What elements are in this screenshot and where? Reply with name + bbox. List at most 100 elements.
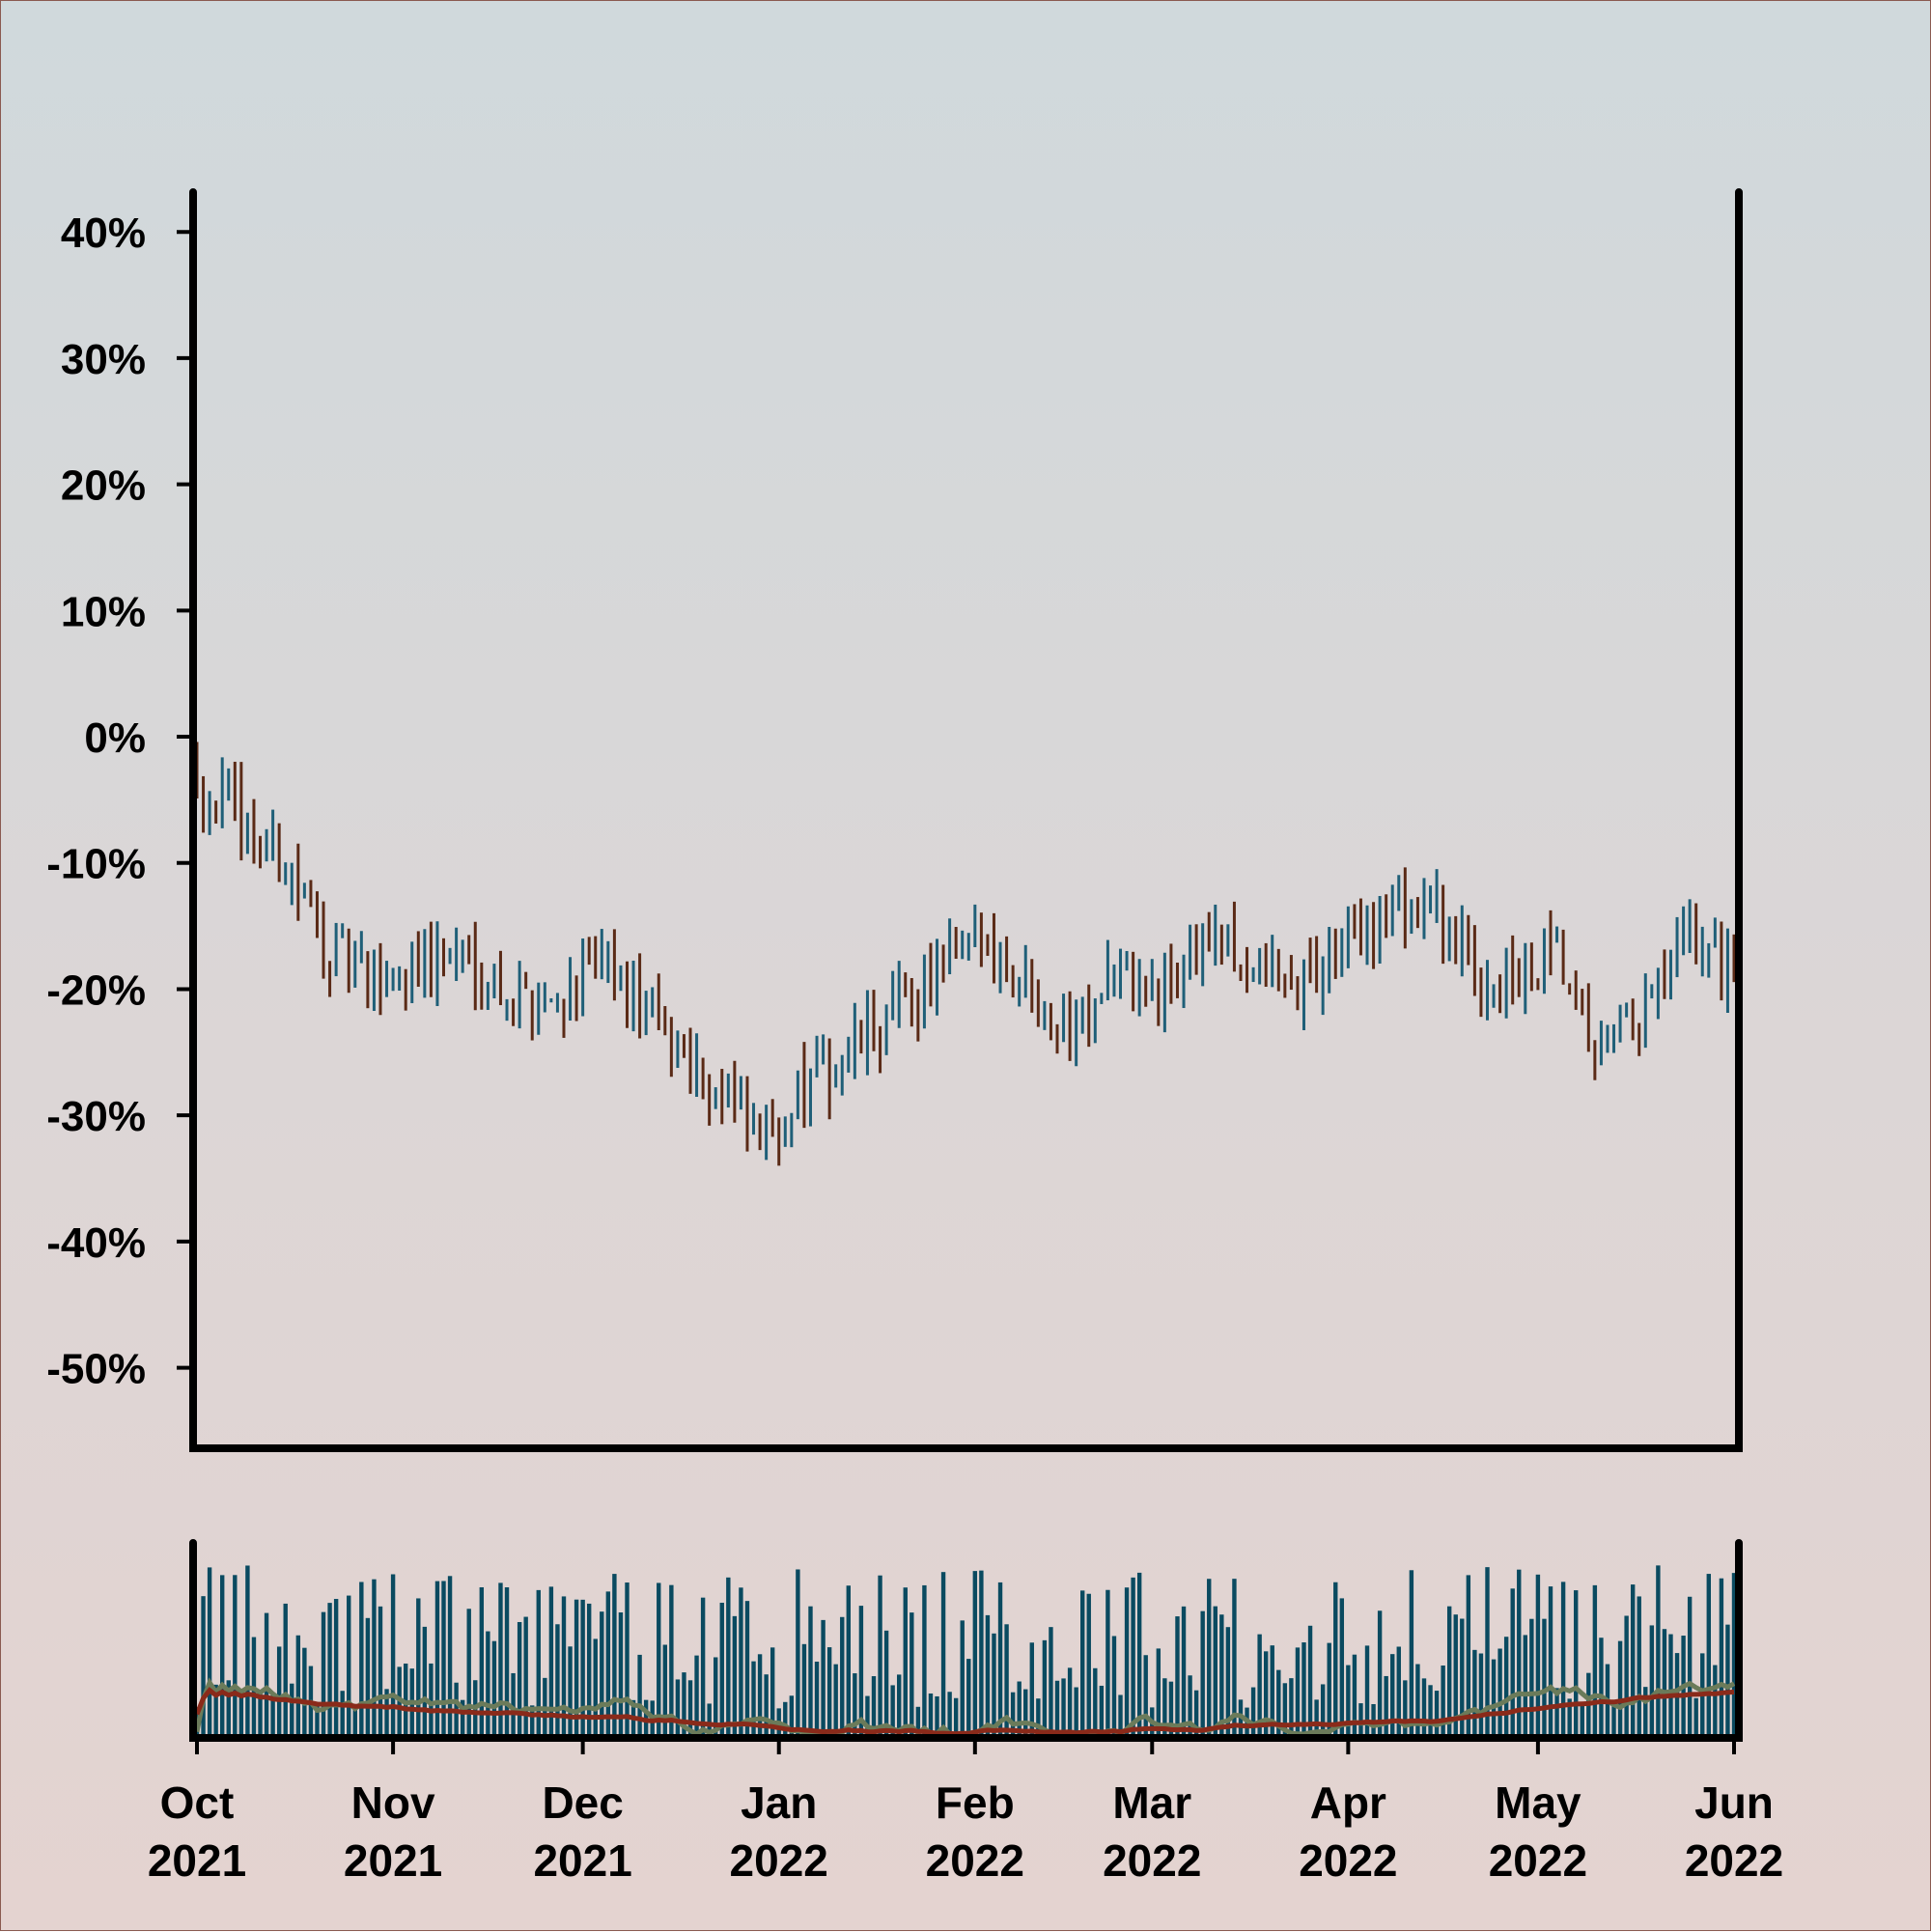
x-tick-year: 2022 [1489, 1835, 1587, 1886]
volume-bar [1188, 1675, 1192, 1734]
y-tick-label: 10% [61, 588, 146, 635]
volume-bar [897, 1674, 902, 1734]
volume-bar [992, 1633, 996, 1734]
volume-bar [1301, 1642, 1306, 1734]
x-tick-month: Jan [741, 1778, 817, 1828]
volume-bar [1396, 1646, 1401, 1734]
volume-bar [600, 1611, 604, 1734]
volume-bar [979, 1570, 984, 1734]
x-tick-year: 2022 [926, 1835, 1024, 1886]
y-tick-label: -30% [46, 1093, 146, 1140]
volume-bar [744, 1601, 750, 1734]
volume-bar [883, 1630, 889, 1734]
volume-bar [1371, 1703, 1376, 1734]
volume-bar [1485, 1567, 1490, 1734]
volume-bar [201, 1596, 206, 1734]
volume-bar [1156, 1648, 1161, 1734]
volume-bar [985, 1614, 991, 1734]
volume-bar [365, 1617, 371, 1734]
volume-bar [618, 1612, 624, 1734]
volume-bar [1049, 1627, 1053, 1734]
volume-bar [1649, 1625, 1655, 1734]
volume-bar [1232, 1579, 1237, 1734]
volume-bar [1517, 1569, 1522, 1734]
x-tick-year: 2021 [344, 1835, 442, 1886]
volume-bar [1630, 1584, 1636, 1734]
volume-bar [625, 1582, 630, 1734]
x-tick-month: Oct [160, 1778, 235, 1828]
volume-bar [1074, 1687, 1078, 1734]
x-tick-year: 2022 [1299, 1835, 1397, 1886]
volume-bar [1390, 1654, 1395, 1734]
volume-bar [1409, 1570, 1414, 1734]
volume-bar [890, 1685, 895, 1734]
volume-bar [504, 1587, 510, 1734]
volume-panel-frame [189, 1539, 1743, 1742]
volume-bar [1352, 1654, 1357, 1734]
volume-bar [498, 1582, 503, 1734]
volume-bar [1668, 1634, 1673, 1734]
x-tick-month: Mar [1112, 1778, 1191, 1828]
volume-bar [657, 1582, 661, 1734]
volume-bar [447, 1576, 453, 1734]
volume-bar [928, 1693, 934, 1734]
volume-bar [1118, 1694, 1123, 1734]
volume-bar [340, 1691, 345, 1734]
volume-bar [878, 1575, 882, 1734]
volume-bar [682, 1672, 686, 1734]
volume-bar [1719, 1578, 1724, 1734]
volume-bar [997, 1582, 1003, 1734]
volume-bar [770, 1647, 775, 1734]
volume-bar [1086, 1593, 1091, 1734]
volume-bar [1364, 1645, 1370, 1734]
price-panel: 40% 30% 20% 10% 0% -10% -20% -30% -40% -50% [46, 188, 1743, 1452]
volume-bar [669, 1584, 674, 1734]
volume-bar [1529, 1618, 1534, 1734]
volume-bar [1105, 1589, 1110, 1734]
volume-bar [935, 1695, 939, 1734]
volume-bar [479, 1586, 485, 1734]
volume-bar [1289, 1678, 1294, 1734]
volume-bar [1421, 1678, 1427, 1734]
volume-bar [593, 1638, 598, 1734]
volume-bar [561, 1596, 567, 1734]
volume-bar [1270, 1645, 1274, 1734]
volume-bar [1219, 1614, 1224, 1734]
volume-bar [643, 1699, 649, 1734]
volume-bar [1567, 1698, 1572, 1734]
volume-bar [511, 1672, 516, 1734]
volume-bar [1175, 1616, 1180, 1734]
x-tick-year: 2022 [1685, 1835, 1783, 1886]
volume-bar [1263, 1651, 1269, 1734]
volume-bar [1713, 1665, 1718, 1734]
volume-bar [1662, 1629, 1667, 1734]
volume-bar [1333, 1582, 1338, 1734]
volume-bar [1320, 1684, 1326, 1734]
volume-bar [707, 1703, 712, 1734]
volume-bar [422, 1626, 428, 1734]
volume-bar [1131, 1577, 1135, 1734]
volume-bar [1124, 1587, 1130, 1734]
volume-bar [662, 1644, 668, 1734]
volume-bar [1111, 1636, 1117, 1734]
x-tick-month: May [1495, 1778, 1581, 1828]
volume-bar [1162, 1678, 1167, 1734]
volume-bar [1580, 1702, 1584, 1734]
volume-bar [226, 1680, 231, 1734]
volume-bar [233, 1575, 238, 1734]
volume-bar [726, 1577, 731, 1734]
volume-bar [1453, 1614, 1458, 1734]
volume-bar [1428, 1685, 1433, 1734]
volume-bar [796, 1569, 800, 1734]
volume-bar [1346, 1665, 1351, 1734]
volume-bar [1434, 1691, 1440, 1734]
ohlc-bars [195, 742, 1736, 1166]
volume-bar [1339, 1598, 1345, 1734]
volume-bar [1548, 1586, 1553, 1734]
volume-bar [290, 1683, 294, 1734]
volume-bar [580, 1599, 585, 1734]
volume-bar [460, 1699, 465, 1734]
volume-bar [1213, 1606, 1217, 1734]
volume-bars [194, 1565, 1737, 1734]
